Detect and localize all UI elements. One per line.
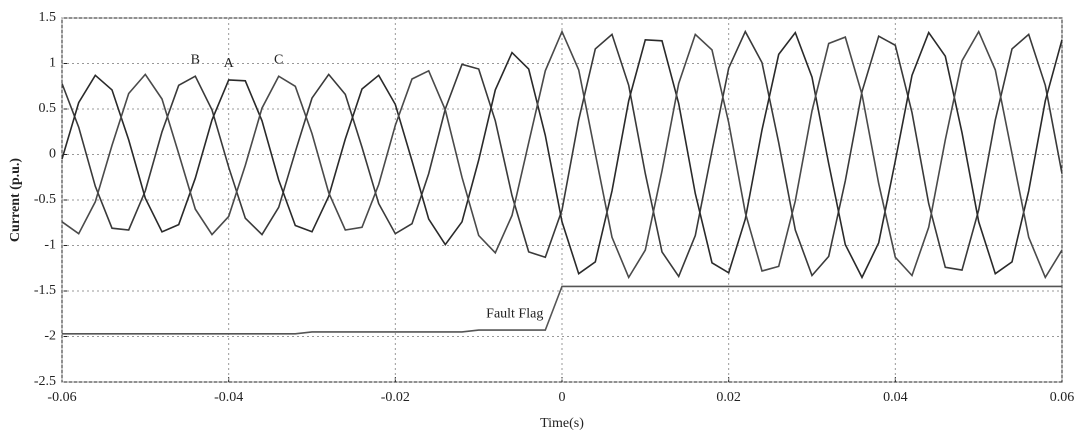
y-tick-label: -2 [44, 329, 56, 344]
x-tick-label: 0.06 [1050, 390, 1075, 405]
x-axis-label: Time(s) [540, 416, 584, 431]
x-tick-label: -0.02 [381, 390, 410, 405]
y-tick-label: -0.5 [34, 192, 56, 207]
y-tick-label: -1.5 [34, 283, 56, 298]
x-tick-label: 0.02 [716, 390, 741, 405]
series-line [61, 29, 1063, 280]
x-tick-label: -0.06 [47, 390, 76, 405]
x-tick-label: 0.04 [883, 390, 908, 405]
y-axis-label: Current (p.u.) [8, 158, 23, 242]
series-label: A [224, 56, 235, 71]
series-label: Fault Flag [486, 306, 543, 321]
y-tick-label: -1 [44, 238, 56, 253]
y-tick-label: 1 [49, 56, 56, 71]
series-line [62, 285, 1062, 335]
x-tick-label: -0.04 [214, 390, 243, 405]
y-tick-label: 0 [49, 147, 56, 162]
series-line [61, 29, 1063, 279]
y-tick-label: 0.5 [39, 101, 57, 116]
y-tick-label: 1.5 [39, 10, 57, 25]
y-tick-label: -2.5 [34, 374, 56, 389]
series-line [61, 30, 1063, 280]
series-label: C [274, 52, 283, 67]
series-label: B [191, 52, 200, 67]
x-tick-label: 0 [559, 390, 566, 405]
